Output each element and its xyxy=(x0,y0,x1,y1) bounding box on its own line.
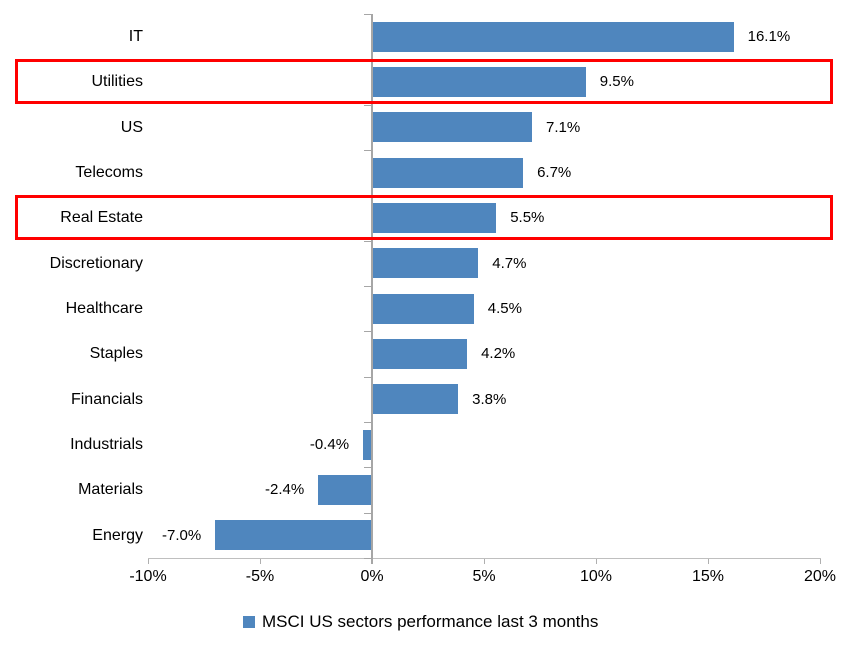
category-label: Telecoms xyxy=(75,164,143,181)
x-axis-tick xyxy=(820,559,821,564)
legend-swatch-icon xyxy=(243,616,255,628)
x-axis-tick-label: -5% xyxy=(245,568,275,585)
bar xyxy=(373,384,459,415)
category-axis-tick xyxy=(364,331,371,333)
y-axis-line xyxy=(371,14,373,564)
category-label: Utilities xyxy=(91,73,143,91)
value-label: -0.4% xyxy=(309,436,350,453)
x-axis-tick-label: -10% xyxy=(129,568,167,585)
bar xyxy=(373,339,468,369)
category-axis-tick xyxy=(364,558,371,559)
x-axis-tick-label: 10% xyxy=(579,568,613,585)
bar xyxy=(363,429,372,460)
bar xyxy=(215,520,372,551)
category-label: Financials xyxy=(70,390,143,408)
value-label: 5.5% xyxy=(510,209,545,227)
category-label: Industrials xyxy=(70,436,143,453)
bar xyxy=(373,248,479,279)
category-label: Materials xyxy=(78,481,143,499)
category-axis-tick xyxy=(364,150,371,151)
legend-label: MSCI US sectors performance last 3 month… xyxy=(262,612,599,631)
category-label: US xyxy=(120,118,143,136)
value-label: 3.8% xyxy=(472,390,507,408)
x-axis-tick xyxy=(148,559,149,564)
x-axis-tick xyxy=(596,559,597,564)
category-label: Discretionary xyxy=(49,254,143,272)
x-axis-tick-label: 5% xyxy=(472,568,496,585)
value-label: 16.1% xyxy=(747,28,791,45)
value-label: 6.7% xyxy=(537,164,572,181)
category-label: Healthcare xyxy=(65,300,143,317)
value-label: 4.2% xyxy=(481,345,516,363)
category-axis-tick xyxy=(364,376,371,378)
x-axis-tick xyxy=(260,559,261,564)
x-axis-tick xyxy=(484,559,485,564)
value-label: 4.5% xyxy=(487,300,522,317)
bar xyxy=(373,21,734,52)
value-label: 4.7% xyxy=(492,254,527,272)
category-axis-tick xyxy=(364,240,371,242)
x-axis-tick xyxy=(708,559,709,564)
highlight-box xyxy=(15,59,833,105)
category-axis-tick xyxy=(364,14,371,15)
bar xyxy=(373,157,524,188)
value-label: -7.0% xyxy=(162,526,202,544)
category-axis-tick xyxy=(364,422,371,423)
bar xyxy=(373,67,586,97)
x-axis-tick-label: 20% xyxy=(803,568,837,585)
category-label: Staples xyxy=(89,345,143,363)
bar xyxy=(373,203,497,233)
value-label: -2.4% xyxy=(265,481,305,499)
value-label: 7.1% xyxy=(546,118,581,136)
x-axis-tick-label: 0% xyxy=(360,568,384,585)
category-label: IT xyxy=(128,28,143,45)
category-axis-tick xyxy=(364,104,371,106)
category-axis-tick xyxy=(364,467,371,469)
bar xyxy=(318,475,372,505)
category-axis-tick xyxy=(364,286,371,287)
bar xyxy=(373,112,533,143)
x-axis-line xyxy=(148,558,821,559)
bar xyxy=(373,293,474,324)
category-axis-tick xyxy=(364,512,371,514)
highlight-box xyxy=(15,195,833,241)
value-label: 9.5% xyxy=(599,73,634,91)
category-label: Real Estate xyxy=(60,209,143,227)
x-axis-tick-label: 15% xyxy=(691,568,725,585)
chart-legend: MSCI US sectors performance last 3 month… xyxy=(243,612,598,632)
category-label: Energy xyxy=(92,526,143,544)
